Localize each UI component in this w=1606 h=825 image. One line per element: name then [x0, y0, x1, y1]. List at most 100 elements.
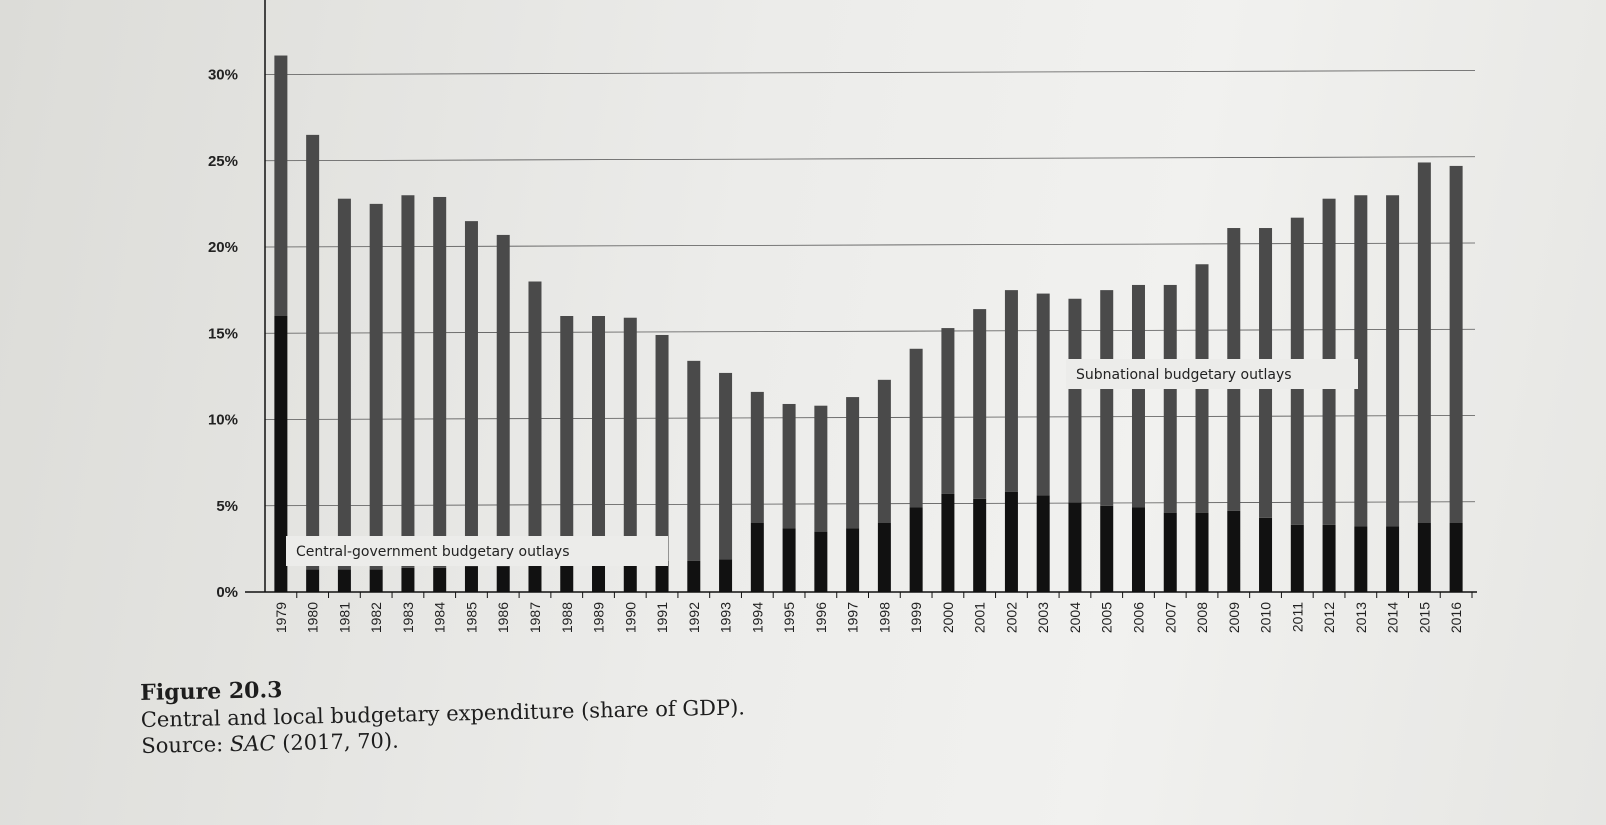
x-tick-label: 2007 — [1162, 602, 1178, 633]
x-tick-label: 2009 — [1226, 602, 1242, 633]
x-tick-label: 1991 — [654, 602, 670, 633]
bar-subnational-1989 — [592, 316, 606, 563]
bar-central-1983 — [401, 567, 415, 592]
y-tick-label: 15% — [208, 325, 238, 342]
x-tick-label: 1995 — [781, 602, 797, 633]
annotation-background — [1066, 359, 1358, 389]
bar-subnational-1982 — [369, 203, 383, 570]
bar-subnational-2000 — [941, 328, 955, 494]
bar-subnational-2003 — [1036, 293, 1050, 496]
bar-central-1988 — [560, 564, 574, 592]
x-tick-label: 2014 — [1385, 602, 1401, 633]
annotation-central: Central-government budgetary outlays — [296, 544, 570, 560]
bar-central-2011 — [1290, 524, 1304, 592]
bar-subnational-1990 — [623, 317, 637, 563]
bar-central-1979 — [274, 316, 288, 592]
bar-central-2016 — [1449, 523, 1463, 592]
y-tick-label: 25% — [208, 153, 238, 170]
bar-central-2010 — [1259, 517, 1273, 592]
bar-central-1987 — [528, 564, 542, 592]
bar-subnational-2016 — [1449, 165, 1463, 524]
bar-subnational-1994 — [750, 391, 764, 523]
x-tick-label: 1981 — [336, 602, 352, 633]
gridline — [264, 70, 1476, 75]
bar-central-2000 — [941, 493, 955, 592]
x-tick-label: 1990 — [622, 602, 638, 633]
bar-subnational-2001 — [973, 309, 987, 499]
bar-subnational-1979 — [274, 55, 288, 317]
bar-central-2003 — [1036, 495, 1050, 592]
bar-central-1981 — [337, 569, 351, 592]
bar-central-1993 — [719, 559, 733, 592]
x-tick-label: 1987 — [527, 602, 543, 633]
x-tick-label: 2013 — [1353, 602, 1369, 633]
x-tick-label: 1988 — [559, 602, 575, 633]
bars — [274, 55, 1463, 592]
bar-central-2012 — [1322, 524, 1336, 592]
bar-central-1985 — [464, 566, 478, 592]
bar-subnational-2006 — [1131, 284, 1145, 508]
bar-central-2013 — [1354, 526, 1368, 592]
x-tick-label: 2012 — [1321, 602, 1337, 633]
x-tick-label: 1983 — [400, 602, 416, 633]
bar-central-2004 — [1068, 502, 1082, 592]
bar-central-1991 — [655, 560, 669, 592]
bar-central-1982 — [369, 569, 383, 592]
labels: 0% 5% 10% 15% 20% 25% 30% 1979 1980 1981 1982 1983 1… — [208, 67, 1464, 634]
stacked-bar-chart: 0% 5% 10% 15% 20% 25% 30% 1979 1980 1981 1982 1983 1… — [208, 0, 1477, 634]
y-tick-label: 10% — [208, 412, 238, 429]
x-tick-label: 1985 — [463, 602, 479, 633]
x-tick-label: 1980 — [305, 602, 321, 633]
x-tick-label: 2001 — [972, 602, 988, 633]
bar-subnational-2015 — [1417, 162, 1431, 523]
bar-subnational-1999 — [909, 348, 923, 508]
bar-subnational-1997 — [846, 397, 860, 529]
bar-subnational-2014 — [1386, 195, 1400, 527]
x-tick-label: 1979 — [273, 602, 289, 633]
x-tick-label: 1992 — [686, 602, 702, 633]
x-tick-label: 2002 — [1003, 602, 1019, 633]
bar-central-2001 — [973, 498, 987, 592]
annotation-subnational: Subnational budgetary outlays — [1076, 367, 1292, 383]
bar-subnational-1986 — [496, 234, 510, 567]
bar-central-1994 — [750, 523, 764, 592]
x-tick-label: 1982 — [368, 602, 384, 633]
bar-subnational-2013 — [1354, 195, 1368, 527]
x-tick-label: 1984 — [432, 602, 448, 633]
bar-central-2015 — [1417, 523, 1431, 592]
bar-subnational-2007 — [1163, 284, 1177, 513]
bar-central-1980 — [306, 569, 320, 592]
bar-subnational-1996 — [814, 405, 828, 532]
bar-central-2008 — [1195, 512, 1209, 592]
bar-central-1999 — [909, 507, 923, 592]
bar-central-1984 — [433, 567, 447, 592]
bar-central-2009 — [1227, 510, 1241, 592]
x-tick-label: 2005 — [1099, 602, 1115, 633]
bar-subnational-1991 — [655, 334, 669, 561]
bar-subnational-2004 — [1068, 298, 1082, 503]
figure-caption: Figure 20.3 Central and local budgetary … — [140, 667, 746, 758]
bar-central-1990 — [623, 562, 637, 592]
source-prefix: Source: — [141, 732, 231, 758]
bar-central-1998 — [877, 523, 891, 592]
x-tick-label: 2015 — [1416, 602, 1432, 633]
bar-subnational-1987 — [528, 281, 542, 565]
bar-central-2006 — [1131, 507, 1145, 592]
bar-subnational-1995 — [782, 403, 796, 529]
bar-central-1995 — [782, 528, 796, 592]
bar-central-1986 — [496, 566, 510, 592]
bar-central-2002 — [1004, 491, 1018, 592]
bar-subnational-1988 — [560, 316, 574, 565]
y-tick-label: 20% — [208, 239, 238, 256]
annotation-background — [286, 536, 668, 566]
bar-subnational-1985 — [464, 221, 478, 567]
x-tick-label: 1994 — [749, 602, 765, 633]
gridline — [264, 156, 1476, 162]
x-tick-label: 1996 — [813, 602, 829, 633]
x-tick-label: 2003 — [1035, 602, 1051, 633]
bar-subnational-1983 — [401, 195, 415, 568]
bar-central-2005 — [1100, 505, 1114, 592]
source-italic: SAC — [229, 731, 276, 757]
y-tick-label: 0% — [216, 584, 238, 601]
